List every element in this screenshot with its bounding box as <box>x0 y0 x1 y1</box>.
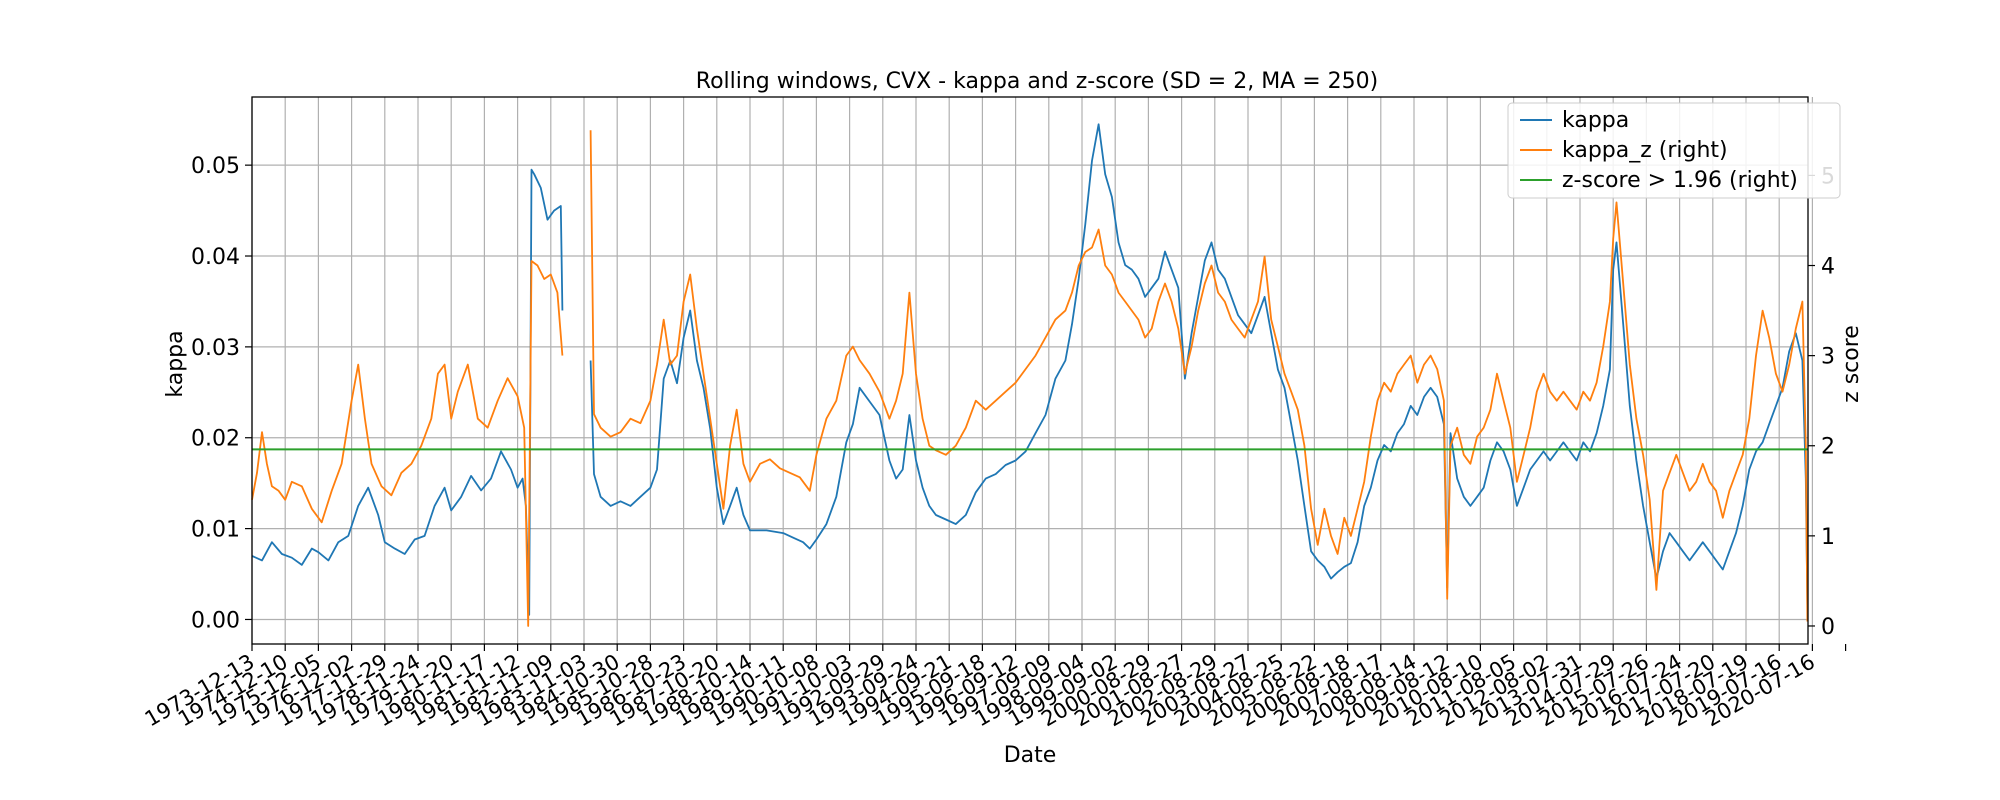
series-line-kappa-z <box>251 260 564 627</box>
series-line-kappa-z <box>589 130 1809 622</box>
y-tick-label-left: 0.05 <box>191 154 240 179</box>
y-tick-label-left: 0.03 <box>191 336 240 361</box>
y-tick-label-right: 1 <box>1821 525 1835 550</box>
y-tick-label-left: 0.04 <box>191 245 240 270</box>
axis-ticks: 1973-12-131974-12-101975-12-051976-12-02… <box>141 154 1847 731</box>
legend-label-kappa: kappa <box>1562 108 1629 133</box>
y-tick-label-left: 0.01 <box>191 518 240 543</box>
x-axis-label: Date <box>1004 743 1057 768</box>
y-tick-label-right: 3 <box>1821 345 1835 370</box>
legend-label-threshold: z-score > 1.96 (right) <box>1562 168 1798 193</box>
y-axis-label-right: z score <box>1839 325 1864 403</box>
y-tick-label-right: 2 <box>1821 435 1835 460</box>
grid <box>251 97 1814 644</box>
y-axis-label-left: kappa <box>163 330 188 397</box>
y-tick-label-right: 0 <box>1821 615 1835 640</box>
plot-area <box>251 123 1809 627</box>
series-line-kappa <box>589 123 1809 606</box>
y-tick-label-left: 0.02 <box>191 427 240 452</box>
legend: kappa kappa_z (right) z-score > 1.96 (ri… <box>1507 102 1841 199</box>
chart-title: Rolling windows, CVX - kappa and z-score… <box>696 69 1378 94</box>
legend-box <box>1507 102 1841 199</box>
y-tick-label-left: 0.00 <box>191 608 240 633</box>
plot-frame <box>251 96 1809 645</box>
legend-label-kappa-z: kappa_z (right) <box>1562 138 1728 163</box>
y-tick-label-right: 4 <box>1821 255 1835 280</box>
